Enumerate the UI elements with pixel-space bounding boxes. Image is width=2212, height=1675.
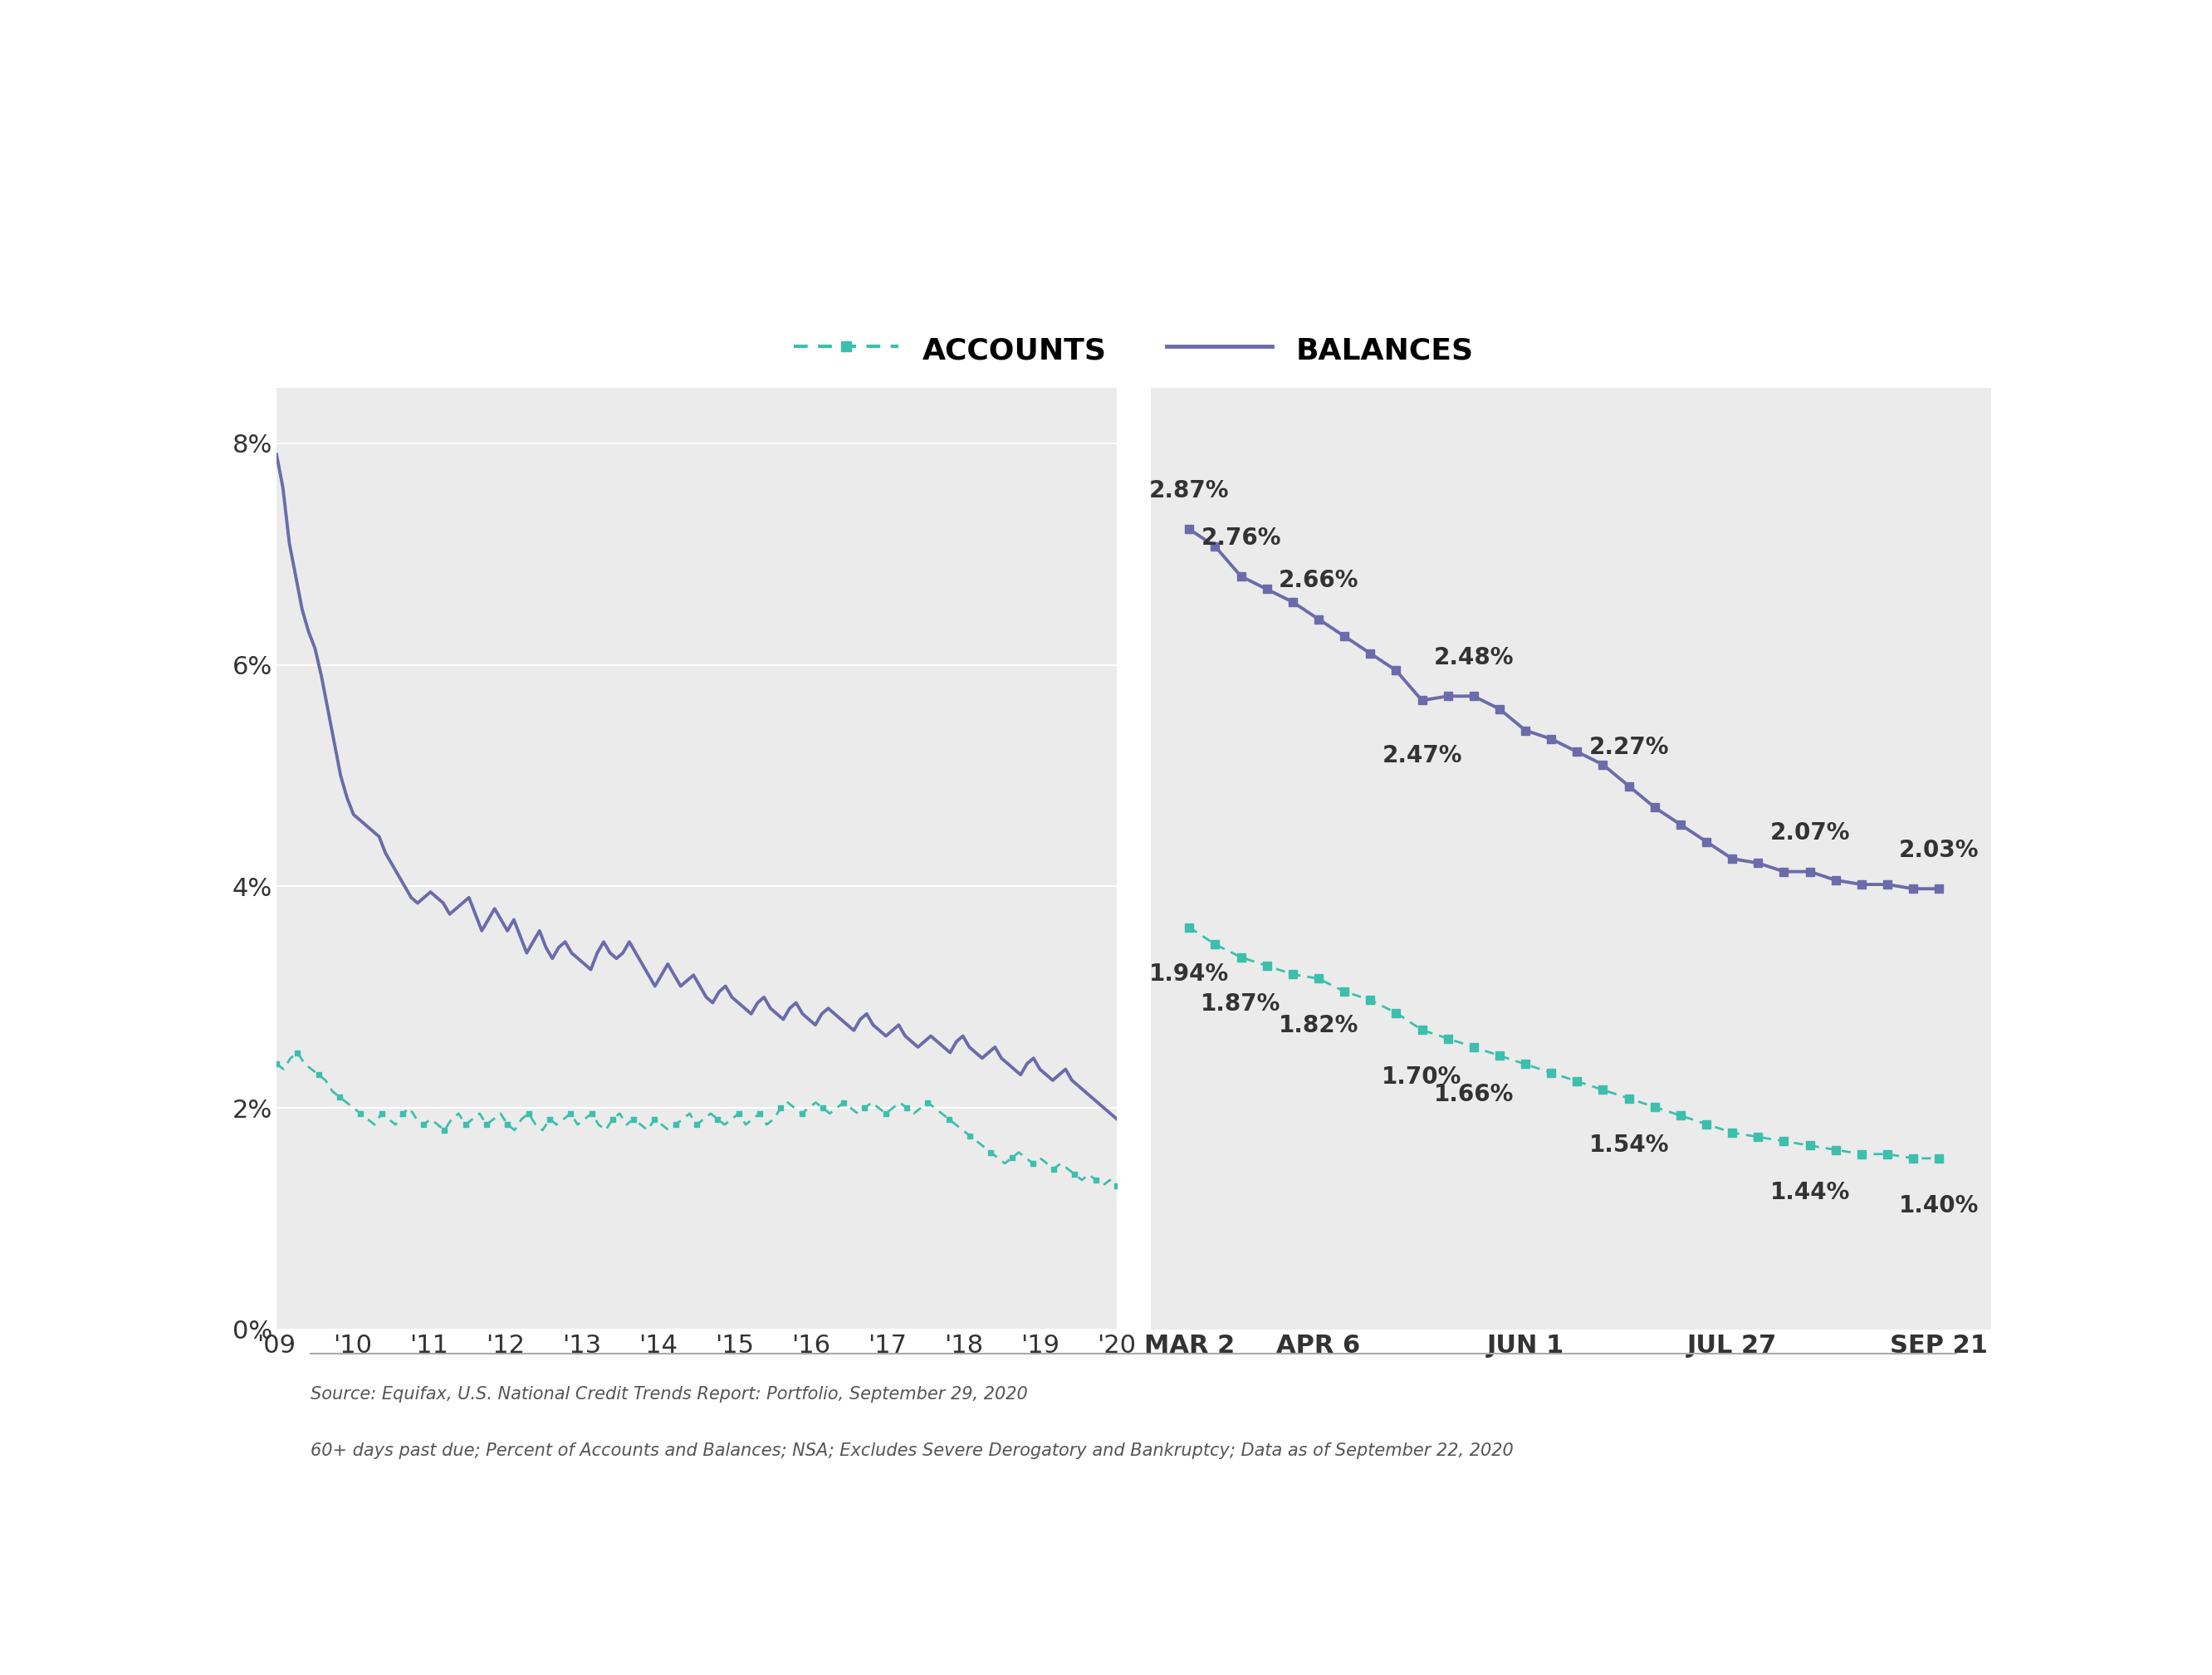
Text: 2.27%: 2.27%: [1588, 735, 1668, 759]
Legend: ACCOUNTS, BALANCES: ACCOUNTS, BALANCES: [781, 322, 1486, 377]
Text: 1.82%: 1.82%: [1279, 1013, 1358, 1037]
Text: 1.87%: 1.87%: [1201, 993, 1281, 1017]
Text: 1.40%: 1.40%: [1900, 1194, 1980, 1218]
Text: 2.48%: 2.48%: [1433, 647, 1513, 670]
Text: 2.03%: 2.03%: [1900, 839, 1980, 863]
Text: 2.87%: 2.87%: [1150, 479, 1230, 503]
Text: Source: Equifax, U.S. National Credit Trends Report: Portfolio, September 29, 20: Source: Equifax, U.S. National Credit Tr…: [310, 1385, 1029, 1402]
Text: 1.94%: 1.94%: [1150, 963, 1230, 987]
Text: 2.66%: 2.66%: [1279, 570, 1358, 593]
Text: 2.76%: 2.76%: [1201, 526, 1281, 549]
Text: 1.44%: 1.44%: [1770, 1181, 1849, 1204]
Text: 1.70%: 1.70%: [1382, 1065, 1462, 1089]
Text: 1.66%: 1.66%: [1433, 1082, 1513, 1106]
Text: 60+ days past due; Percent of Accounts and Balances; NSA; Excludes Severe Deroga: 60+ days past due; Percent of Accounts a…: [310, 1442, 1513, 1459]
Text: SEVERE DELINQUENCY RATE — CONSUMER FINANCE (TOTAL): SEVERE DELINQUENCY RATE — CONSUMER FINAN…: [389, 240, 1878, 283]
Text: 2.47%: 2.47%: [1382, 744, 1462, 767]
Text: 1.54%: 1.54%: [1588, 1134, 1668, 1157]
Text: 2.07%: 2.07%: [1770, 821, 1849, 844]
